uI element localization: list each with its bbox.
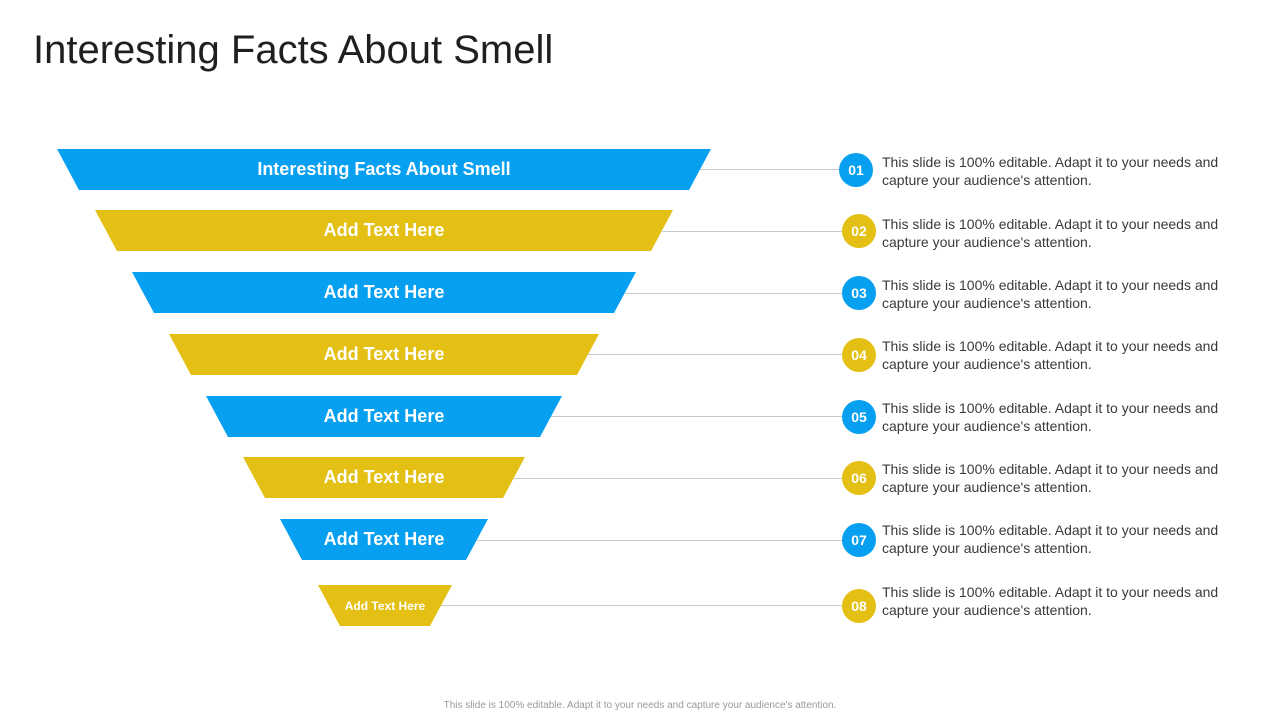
step-badge-6: 06 [842, 461, 876, 495]
slide-footer-note: This slide is 100% editable. Adapt it to… [443, 700, 837, 711]
connector-line-4 [588, 354, 845, 355]
connector-line-2 [662, 231, 845, 232]
step-badge-3: 03 [842, 276, 876, 310]
step-badge-7: 07 [842, 523, 876, 557]
funnel-level-1: Interesting Facts About Smell [57, 149, 711, 190]
step-description-6: This slide is 100% editable. Adapt it to… [882, 461, 1219, 495]
connector-line-5 [551, 416, 845, 417]
connector-line-8 [440, 605, 845, 606]
connector-line-3 [625, 293, 845, 294]
step-description-4: This slide is 100% editable. Adapt it to… [882, 338, 1219, 372]
step-description-7: This slide is 100% editable. Adapt it to… [882, 522, 1219, 556]
step-description-8: This slide is 100% editable. Adapt it to… [882, 584, 1219, 618]
funnel-level-8: Add Text Here [318, 585, 452, 626]
step-badge-4: 04 [842, 338, 876, 372]
funnel-level-4: Add Text Here [169, 334, 599, 375]
step-description-5: This slide is 100% editable. Adapt it to… [882, 400, 1219, 434]
funnel-level-6: Add Text Here [243, 457, 525, 498]
funnel-level-2: Add Text Here [95, 210, 673, 251]
step-description-3: This slide is 100% editable. Adapt it to… [882, 277, 1219, 311]
funnel-level-7: Add Text Here [280, 519, 488, 560]
step-badge-5: 05 [842, 400, 876, 434]
step-badge-2: 02 [842, 214, 876, 248]
funnel-level-3: Add Text Here [132, 272, 636, 313]
connector-line-1 [700, 169, 845, 170]
funnel-level-5: Add Text Here [206, 396, 562, 437]
step-badge-8: 08 [842, 589, 876, 623]
connector-line-6 [514, 478, 845, 479]
slide-title: Interesting Facts About Smell [33, 28, 554, 72]
step-description-2: This slide is 100% editable. Adapt it to… [882, 216, 1219, 250]
connector-line-7 [477, 540, 845, 541]
step-badge-1: 01 [839, 153, 873, 187]
step-description-1: This slide is 100% editable. Adapt it to… [882, 154, 1219, 188]
